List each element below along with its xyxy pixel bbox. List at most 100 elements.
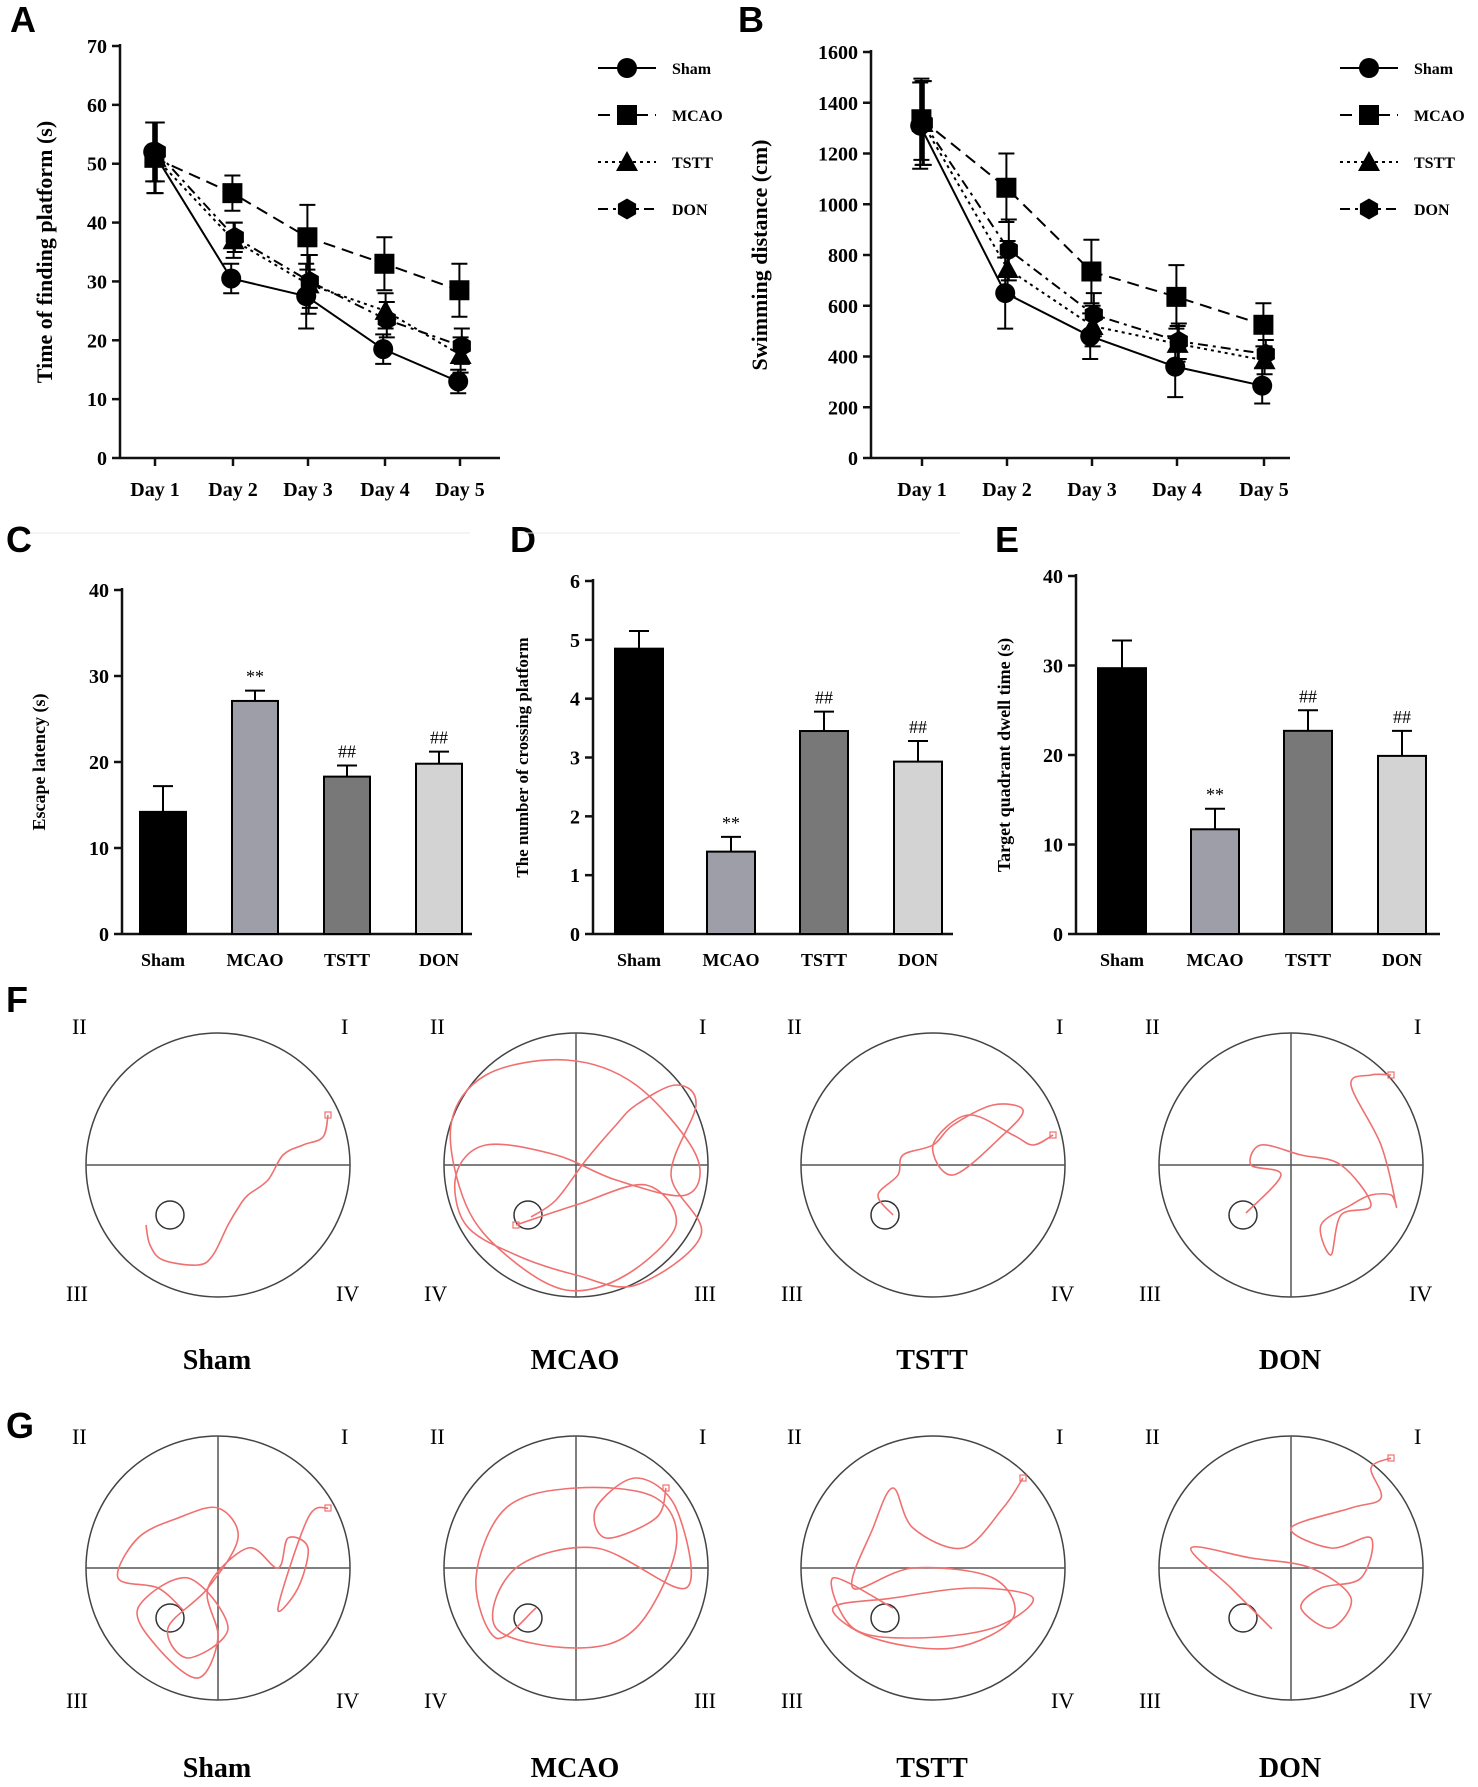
y-tick-label: 30 [87, 271, 107, 293]
y-tick-label: 6 [570, 571, 580, 593]
bar-mcao [1190, 828, 1240, 935]
data-point-don [452, 335, 471, 357]
platform-circle [155, 1200, 185, 1230]
legend-marker-don [617, 198, 637, 220]
end-marker [1387, 1071, 1395, 1079]
quadrant-label-bottom-right: IV [1409, 1281, 1432, 1306]
platform-circle [870, 1603, 900, 1633]
x-tick-label: DON [419, 950, 459, 970]
track-title: MCAO [531, 1753, 620, 1784]
bar-tstt [323, 775, 371, 935]
quadrant-label-bottom-left: III [1139, 1281, 1161, 1306]
track-title: TSTT [896, 1345, 968, 1376]
x-tick-label: Day 3 [1067, 479, 1116, 501]
quadrant-label-top-left: II [1145, 1014, 1160, 1039]
legend-marker-sham [1359, 58, 1379, 78]
legend-label-tstt: TSTT [1414, 155, 1455, 172]
y-axis-title: Escape latency (s) [29, 694, 50, 831]
series-line-tstt [154, 157, 462, 356]
legend-marker-sham [617, 58, 637, 78]
data-point-mcao [1166, 286, 1187, 307]
x-tick-label: TSTT [324, 950, 370, 970]
significance-label: ## [815, 688, 833, 708]
x-tick-label: Day 4 [360, 479, 409, 501]
legend-marker-don [1359, 198, 1379, 220]
series-line-don [156, 151, 463, 348]
bar-sham [139, 810, 187, 936]
y-tick-label: 5 [570, 630, 580, 652]
bar-don [1377, 754, 1427, 936]
y-tick-label: 30 [1043, 656, 1063, 678]
quadrant-label-top-left: II [787, 1424, 802, 1449]
significance-label: ** [246, 667, 264, 687]
x-tick-label: MCAO [1187, 950, 1244, 970]
significance-label: ## [1299, 686, 1317, 706]
series-line-tstt [921, 122, 1265, 362]
data-point-mcao [1081, 261, 1102, 282]
swim-path [877, 1103, 1054, 1216]
legend-marker-tstt [616, 151, 638, 171]
data-point-don [377, 309, 396, 331]
x-tick-label: Sham [141, 950, 185, 970]
y-tick-label: 20 [89, 752, 109, 774]
chart-d-crossing-platform: 0 1 2 3 4 5 6 The number of crossing platform Sh… [513, 571, 953, 970]
x-tick-label: TSTT [801, 950, 847, 970]
quadrant-label-top-right: I [1056, 1424, 1063, 1449]
swim-path [116, 1506, 329, 1679]
y-tick-label: 70 [87, 36, 107, 58]
y-tick-label: 20 [1043, 745, 1063, 767]
y-tick-label: 10 [87, 389, 107, 411]
data-point-don [1256, 343, 1275, 365]
legend-label-mcao: MCAO [672, 108, 723, 125]
quadrant-label-top-right: I [699, 1014, 706, 1039]
x-tick-label: DON [1382, 950, 1422, 970]
y-tick-label: 40 [87, 213, 107, 235]
y-tick-label: 4 [570, 689, 580, 711]
panel-letter-g: G [6, 1405, 34, 1446]
data-point-don [1084, 304, 1103, 326]
y-tick-label: 1400 [818, 93, 858, 115]
track-title: DON [1259, 1345, 1321, 1376]
data-point-sham [448, 371, 469, 392]
panel-letter-e: E [995, 519, 1019, 560]
significance-label: ## [1393, 707, 1411, 727]
swim-path [145, 1114, 329, 1266]
x-tick-label: Day 3 [283, 479, 332, 501]
y-tick-label: 1 [570, 865, 580, 887]
y-tick-label: 50 [87, 154, 107, 176]
quadrant-label-top-left: II [72, 1014, 87, 1039]
quadrant-label-top-right: I [1414, 1014, 1421, 1039]
data-point-mcao [297, 227, 318, 248]
x-tick-label: Day 2 [208, 479, 257, 501]
panel-letter-c: C [6, 519, 32, 560]
quadrant-label-bottom-right: IV [1051, 1688, 1074, 1713]
data-point-don [225, 226, 244, 248]
end-marker [324, 1504, 332, 1512]
quadrant-label-top-left: II [430, 1424, 445, 1449]
bar-tstt [1283, 729, 1333, 936]
end-marker [1049, 1131, 1057, 1139]
bar-mcao [231, 699, 279, 935]
quadrant-label-top-left: II [1145, 1424, 1160, 1449]
y-tick-label: 30 [89, 666, 109, 688]
quadrant-label-bottom-right: IV [336, 1281, 359, 1306]
track-title: DON [1259, 1753, 1321, 1784]
y-axis-title: Target quadrant dwell time (s) [994, 638, 1015, 872]
x-tick-label: Day 5 [435, 479, 484, 501]
legend-marker-tstt [1358, 151, 1380, 171]
x-tick-label: Day 5 [1239, 479, 1288, 501]
quadrant-label-top-right: I [341, 1014, 348, 1039]
track-title: TSTT [896, 1753, 968, 1784]
track-title: Sham [183, 1753, 251, 1784]
x-tick-label: Sham [1100, 950, 1144, 970]
quadrant-label-top-left: II [430, 1014, 445, 1039]
end-marker [662, 1484, 670, 1492]
quadrant-label-bottom-left: III [66, 1281, 88, 1306]
legend-marker-mcao [1359, 105, 1379, 125]
platform-circle [1228, 1200, 1258, 1230]
end-marker [1387, 1454, 1395, 1462]
